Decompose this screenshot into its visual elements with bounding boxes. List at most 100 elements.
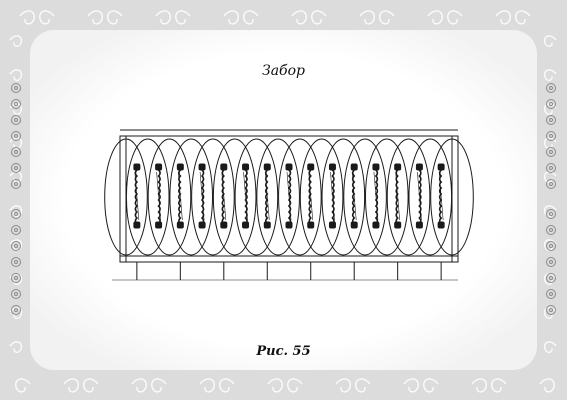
frame-ring: [546, 163, 556, 173]
frame-ring: [11, 147, 21, 157]
frame-ring-dot: [549, 308, 553, 312]
frame-swirl: [39, 10, 55, 25]
frame-ring-dot: [14, 182, 18, 186]
frame-swirl: [223, 10, 239, 25]
frame-swirl: [155, 10, 171, 25]
ring-collar-bottom: [285, 221, 293, 229]
fence-oval: [191, 138, 235, 256]
baluster-twist-line: [330, 171, 335, 221]
baluster-twist-line: [178, 171, 183, 221]
frame-swirl: [427, 10, 443, 25]
frame-swirl: [355, 378, 371, 393]
ring-collar-top: [350, 163, 358, 171]
frame-swirl: [515, 10, 531, 25]
frame-ring-dot: [549, 212, 553, 216]
frame-swirl: [15, 378, 31, 393]
frame-swirl: [543, 341, 557, 353]
frame-ring: [11, 131, 21, 141]
frame-ring-dot: [14, 260, 18, 264]
baluster-twist-line: [243, 171, 248, 221]
ring-collar-top: [242, 163, 250, 171]
ring-collar-top: [133, 163, 141, 171]
frame-swirl: [219, 378, 235, 393]
frame-ring: [546, 305, 556, 315]
frame-swirl: [267, 378, 283, 393]
left-end-post: [119, 135, 127, 263]
frame-swirl: [19, 10, 35, 25]
frame-ring: [11, 99, 21, 109]
frame-ring-dot: [549, 166, 553, 170]
frame-ring-dot: [549, 292, 553, 296]
frame-ring: [11, 115, 21, 125]
ring-collar-bottom: [155, 221, 163, 229]
frame-ring: [11, 179, 21, 189]
frame-swirl: [543, 239, 557, 251]
frame-ring: [11, 305, 21, 315]
fence-oval: [169, 138, 213, 256]
fence-oval: [299, 138, 344, 256]
right-end-post: [451, 135, 459, 263]
ring-collar-bottom: [328, 221, 336, 229]
frame-swirl: [379, 10, 395, 25]
ring-collar-top: [394, 163, 402, 171]
baluster-twist-line: [221, 171, 227, 221]
frame-swirl: [423, 378, 439, 393]
ring-collar-top: [415, 163, 423, 171]
ring-collar-bottom: [394, 221, 402, 229]
ring-collar-bottom: [242, 221, 250, 229]
frame-ring-dot: [549, 150, 553, 154]
fence-oval: [386, 138, 431, 256]
frame-swirl: [543, 69, 557, 81]
frame-ring: [546, 115, 556, 125]
ring-collar-top: [176, 163, 184, 171]
frame-swirl: [9, 69, 23, 81]
fence-oval: [408, 138, 453, 256]
frame-ring-dot: [549, 182, 553, 186]
ring-collar-bottom: [372, 221, 380, 229]
frame-ring: [11, 241, 21, 251]
frame-ring-dot: [14, 118, 18, 122]
frame-ring: [546, 99, 556, 109]
frame-ring-dot: [549, 134, 553, 138]
frame-swirl: [151, 378, 167, 393]
frame-swirl: [175, 10, 191, 25]
frame-ring: [546, 179, 556, 189]
frame-swirl: [199, 378, 215, 393]
frame-swirl: [287, 378, 303, 393]
frame-ring: [546, 289, 556, 299]
frame-swirl: [243, 10, 259, 25]
frame-swirl: [131, 378, 147, 393]
frame-ring-dot: [14, 166, 18, 170]
frame-ring-dot: [14, 102, 18, 106]
ring-collar-bottom: [133, 221, 141, 229]
ring-collar-top: [198, 163, 206, 171]
frame-ring-dot: [549, 102, 553, 106]
baluster-twist-line: [308, 171, 314, 221]
fence-oval: [234, 138, 279, 256]
ring-collar-top: [263, 163, 271, 171]
frame-ring: [546, 273, 556, 283]
frame-ring-dot: [14, 308, 18, 312]
frame-swirl: [83, 378, 99, 393]
ring-collar-top: [372, 163, 380, 171]
frame-ring: [546, 131, 556, 141]
fence-oval: [212, 138, 257, 256]
frame-ring: [11, 83, 21, 93]
frame-ring: [546, 147, 556, 157]
ring-collar-top: [328, 163, 336, 171]
ring-collar-bottom: [176, 221, 184, 229]
ring-collar-bottom: [198, 221, 206, 229]
frame-swirl: [311, 10, 327, 25]
frame-ring: [11, 209, 21, 219]
frame-swirl: [291, 10, 307, 25]
fence-oval: [343, 138, 387, 256]
frame-ring-dot: [14, 276, 18, 280]
frame-swirl: [87, 10, 103, 25]
baluster-twist-line: [264, 171, 270, 221]
baluster-twist-line: [156, 171, 161, 221]
fence-oval: [278, 138, 322, 256]
fence-oval: [321, 138, 366, 256]
ring-collar-bottom: [220, 221, 228, 229]
frame-ring: [11, 289, 21, 299]
